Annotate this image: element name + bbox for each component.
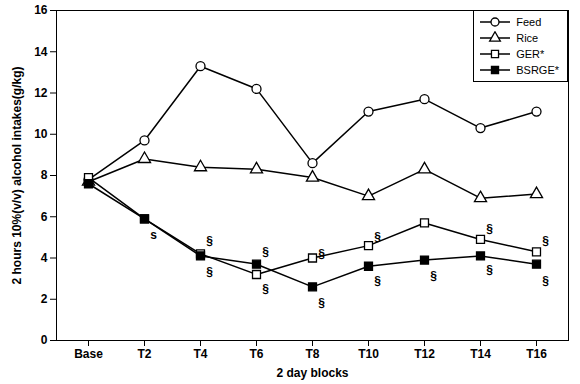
svg-text:16: 16: [34, 3, 48, 17]
html-text:Feed: Feed: [516, 16, 542, 28]
svg-text:2 day blocks: 2 day blocks: [276, 366, 348, 380]
svg-text:2 hours 10%(v/v) alcohol intak: 2 hours 10%(v/v) alcohol intakes(g/kg): [10, 66, 24, 284]
svg-text:T6: T6: [249, 347, 263, 361]
svg-text:6: 6: [41, 210, 48, 224]
svg-text:12: 12: [34, 86, 48, 100]
svg-text:§: §: [206, 234, 213, 248]
svg-text:§: §: [374, 274, 381, 288]
svg-text:8: 8: [41, 168, 48, 182]
svg-text:T4: T4: [193, 347, 207, 361]
svg-text:4: 4: [41, 251, 48, 265]
svg-text:Base: Base: [74, 347, 103, 361]
svg-text:s: s: [150, 228, 157, 242]
svg-text:T10: T10: [358, 347, 379, 361]
svg-text:T2: T2: [137, 347, 151, 361]
svg-text:T8: T8: [305, 347, 319, 361]
svg-text:§: §: [318, 296, 325, 310]
svg-text:10: 10: [34, 127, 48, 141]
html-text:BSRGE*: BSRGE*: [516, 64, 559, 76]
svg-text:§: §: [262, 282, 269, 296]
svg-text:§: §: [430, 269, 437, 283]
html-text:Rice: Rice: [516, 32, 539, 44]
html-text:GER*: GER*: [516, 48, 545, 60]
svg-text:T12: T12: [414, 347, 435, 361]
svg-text:§: §: [542, 274, 549, 288]
svg-text:T16: T16: [526, 347, 547, 361]
svg-text:§: §: [486, 222, 493, 236]
svg-text:2: 2: [41, 292, 48, 306]
svg-text:§: §: [206, 265, 213, 279]
svg-text:T14: T14: [470, 347, 491, 361]
svg-text:§: §: [318, 247, 325, 261]
svg-text:§: §: [542, 234, 549, 248]
svg-text:14: 14: [34, 45, 48, 59]
svg-text:0: 0: [41, 333, 48, 347]
svg-text:§: §: [486, 263, 493, 277]
svg-text:§: §: [374, 230, 381, 244]
svg-text:§: §: [262, 245, 269, 259]
